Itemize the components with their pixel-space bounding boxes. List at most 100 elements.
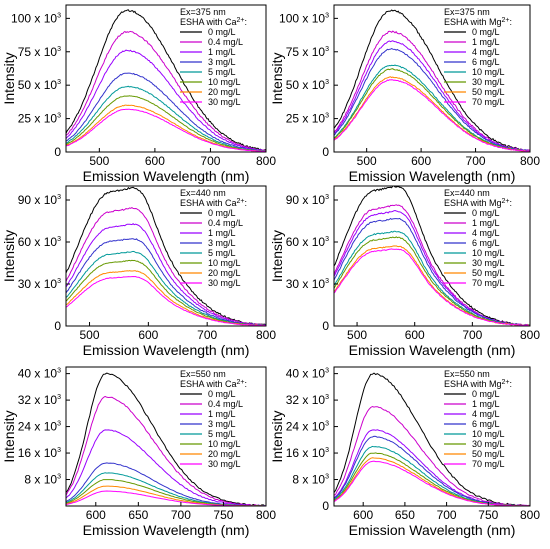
legend-entry: 20 mg/L — [208, 87, 241, 97]
legend-entry: 30 mg/L — [208, 278, 241, 288]
legend-entry: 1 mg/L — [208, 47, 236, 57]
x-tick-label: 800 — [520, 328, 540, 342]
y-axis-title: Intensity — [269, 230, 285, 282]
series-line-0-mg-L — [65, 186, 267, 326]
y-tick-label: 40 x 103 — [18, 367, 61, 381]
y-tick-label: 25 x 103 — [18, 112, 61, 126]
legend-entry: 30 mg/L — [472, 258, 505, 268]
x-tick-label: 800 — [520, 508, 540, 522]
x-axis-title: Emission Wavelength (nm) — [83, 168, 250, 184]
legend-entry: 0 mg/L — [208, 27, 236, 37]
legend-entry: 0 mg/L — [208, 208, 236, 218]
legend-entry: 0 mg/L — [208, 389, 236, 399]
x-tick-label: 600 — [353, 508, 373, 522]
plot-frame — [333, 366, 531, 507]
series-line-1-mg-L — [65, 223, 267, 327]
legend-entry: 30 mg/L — [472, 439, 505, 449]
x-tick-label: 500 — [357, 154, 377, 168]
series-line-0.4-mg-L — [65, 30, 267, 152]
x-axis-title: Emission Wavelength (nm) — [349, 522, 516, 538]
x-tick-label: 500 — [89, 154, 109, 168]
legend-entry: 20 mg/L — [208, 268, 241, 278]
chart-panel-3: 500 600 700 800 0 30 x 103 60 x 103 90 x 103 Emi… — [1, 185, 276, 358]
y-tick-label: 40 x 103 — [286, 367, 329, 381]
legend-entry: 70 mg/L — [472, 97, 505, 107]
x-tick-label: 800 — [520, 154, 540, 168]
x-tick-label: 700 — [466, 154, 486, 168]
legend-entry: 5 mg/L — [208, 429, 236, 439]
legend-header-ion: ESHA with Ca2+: — [180, 379, 247, 389]
legend-entry: 1 mg/L — [472, 37, 500, 47]
legend-entry: 50 mg/L — [472, 87, 505, 97]
y-tick-label: 0 — [54, 319, 61, 333]
x-tick-label: 800 — [256, 328, 276, 342]
x-tick-label: 600 — [405, 328, 425, 342]
legend-header-excitation: Ex=440 nm — [180, 188, 226, 198]
chart-panel-6: 600 650 700 750 800 0 8 x 103 16 x 103 24 x 103 3… — [269, 366, 540, 538]
legend-header-ion: ESHA with Mg2+: — [444, 198, 512, 208]
legend-header-excitation: Ex=550 nm — [444, 369, 490, 379]
legend-header-ion: ESHA with Mg2+: — [444, 379, 512, 389]
legend-entry: 0.4 mg/L — [208, 399, 243, 409]
series-line-0-mg-L — [65, 372, 266, 507]
series-line-6-mg-L — [333, 48, 531, 152]
x-axis-title: Emission Wavelength (nm) — [349, 342, 516, 358]
legend-entry: 1 mg/L — [208, 228, 236, 238]
legend-header-ion: ESHA with Ca2+: — [180, 198, 247, 208]
chart-panel-4: 500 600 700 800 0 30 x 103 60 x 103 90 x 103 Emi… — [269, 185, 540, 358]
legend-entry: 1 mg/L — [208, 409, 236, 419]
legend-entry: 4 mg/L — [472, 409, 500, 419]
y-tick-label: 0 — [322, 145, 329, 159]
legend-entry: 10 mg/L — [472, 429, 505, 439]
x-tick-label: 500 — [347, 328, 367, 342]
series-line-3-mg-L — [65, 72, 266, 152]
series-line-6-mg-L — [333, 217, 531, 327]
x-axis-title: Emission Wavelength (nm) — [83, 342, 250, 358]
series-line-1-mg-L — [333, 405, 530, 507]
legend-entry: 0 mg/L — [472, 208, 500, 218]
legend-entry: 10 mg/L — [208, 258, 241, 268]
x-tick-label: 700 — [171, 508, 191, 522]
legend-entry: 30 mg/L — [208, 459, 241, 469]
x-tick-label: 700 — [462, 328, 482, 342]
y-tick-label: 50 x 103 — [286, 78, 329, 92]
plot-frame — [65, 185, 267, 327]
legend-entry: 3 mg/L — [208, 419, 236, 429]
legend-entry: 5 mg/L — [208, 67, 236, 77]
series-line-30-mg-L — [65, 275, 267, 327]
x-tick-label: 800 — [256, 508, 276, 522]
legend-entry: 0 mg/L — [472, 27, 500, 37]
legend-entry: 4 mg/L — [472, 228, 500, 238]
y-tick-label: 25 x 103 — [286, 112, 329, 126]
plot-frame — [333, 185, 531, 327]
y-axis-title: Intensity — [269, 410, 285, 462]
series-line-0-mg-L — [333, 185, 531, 326]
y-tick-label: 0 — [322, 499, 329, 513]
y-tick-label: 100 x 103 — [11, 11, 61, 25]
legend-entry: 3 mg/L — [208, 57, 236, 67]
legend-entry: 6 mg/L — [472, 57, 500, 67]
legend-header-excitation: Ex=375 nm — [444, 7, 490, 17]
legend-entry: 1 mg/L — [472, 218, 500, 228]
x-tick-label: 600 — [411, 154, 431, 168]
y-tick-label: 0 — [54, 145, 61, 159]
x-tick-label: 700 — [200, 154, 220, 168]
legend-entry: 10 mg/L — [208, 77, 241, 87]
x-tick-label: 700 — [197, 328, 217, 342]
y-tick-label: 0 — [322, 319, 329, 333]
chart-panel-2: 500 600 700 800 0 25 x 103 50 x 103 75 x 103 100… — [269, 4, 540, 184]
y-axis-title: Intensity — [1, 52, 17, 104]
y-axis-title: Intensity — [1, 230, 17, 282]
x-tick-label: 750 — [213, 508, 233, 522]
plot-frame — [65, 4, 267, 153]
series-line-10-mg-L — [333, 64, 531, 152]
x-tick-label: 500 — [80, 328, 100, 342]
y-tick-label: 24 x 103 — [18, 420, 61, 434]
y-tick-label: 100 x 103 — [279, 11, 329, 25]
legend-entry: 0 mg/L — [472, 389, 500, 399]
y-tick-label: 30 x 103 — [286, 277, 329, 291]
